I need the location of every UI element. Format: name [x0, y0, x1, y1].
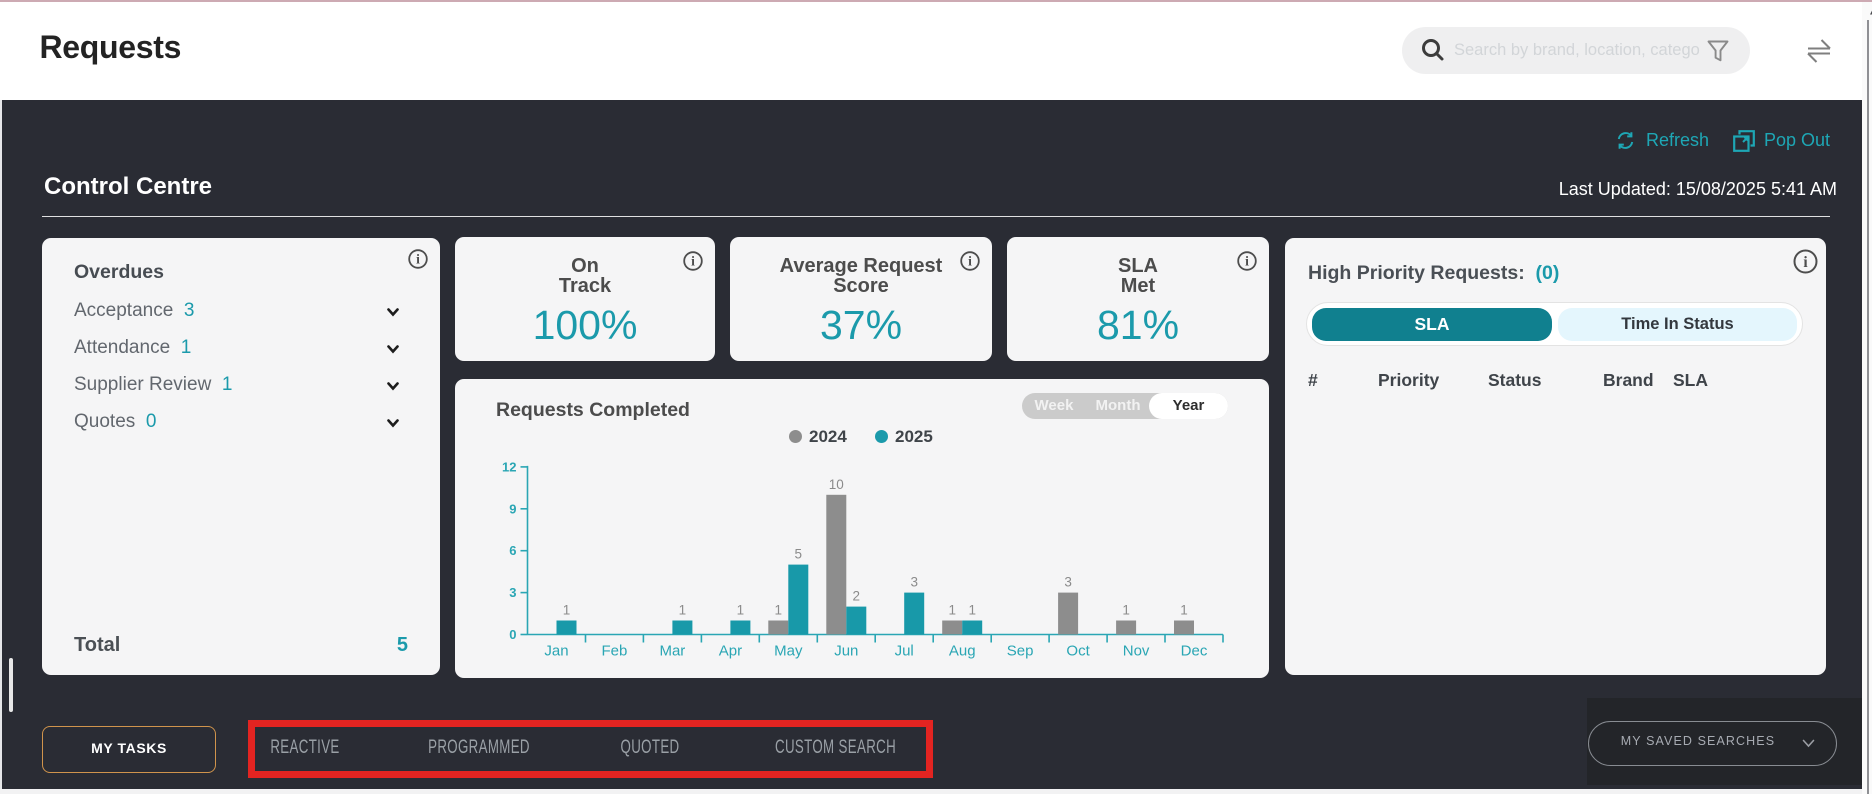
svg-text:3: 3: [1064, 575, 1072, 590]
svg-text:1: 1: [775, 603, 783, 618]
svg-text:2: 2: [853, 589, 861, 604]
svg-text:Apr: Apr: [719, 643, 742, 660]
svg-text:i: i: [691, 254, 695, 269]
svg-text:1: 1: [737, 603, 745, 618]
svg-text:3: 3: [910, 575, 918, 590]
svg-text:i: i: [1803, 254, 1808, 271]
svg-text:1: 1: [948, 603, 956, 618]
svg-text:Sep: Sep: [1007, 643, 1034, 660]
svg-text:3: 3: [509, 585, 516, 600]
svg-text:Dec: Dec: [1181, 643, 1208, 660]
svg-text:5: 5: [795, 547, 803, 562]
svg-text:1: 1: [1180, 603, 1188, 618]
svg-text:Mar: Mar: [659, 643, 685, 660]
svg-text:1: 1: [563, 603, 571, 618]
svg-text:May: May: [774, 643, 803, 660]
svg-text:i: i: [968, 254, 972, 269]
svg-text:9: 9: [509, 501, 516, 516]
svg-text:12: 12: [502, 459, 516, 474]
svg-text:i: i: [1245, 254, 1249, 269]
svg-text:Jul: Jul: [895, 643, 914, 660]
svg-text:10: 10: [829, 477, 844, 492]
svg-text:Nov: Nov: [1123, 643, 1150, 660]
svg-text:1: 1: [968, 603, 976, 618]
svg-text:1: 1: [1122, 603, 1130, 618]
svg-text:6: 6: [509, 543, 516, 558]
svg-text:Oct: Oct: [1066, 643, 1090, 660]
svg-text:0: 0: [509, 627, 516, 642]
svg-text:Jun: Jun: [834, 643, 858, 660]
svg-text:Jan: Jan: [544, 643, 568, 660]
svg-text:i: i: [416, 252, 420, 267]
svg-text:Feb: Feb: [601, 643, 627, 660]
svg-text:1: 1: [679, 603, 687, 618]
svg-text:Aug: Aug: [949, 643, 976, 660]
